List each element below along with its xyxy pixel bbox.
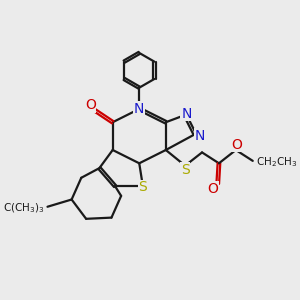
Text: C(CH$_3$)$_3$: C(CH$_3$)$_3$: [3, 201, 45, 215]
Text: O: O: [232, 138, 242, 152]
Text: S: S: [181, 163, 190, 177]
Text: N: N: [181, 107, 191, 121]
Text: CH$_2$CH$_3$: CH$_2$CH$_3$: [256, 155, 298, 169]
Text: N: N: [195, 128, 205, 142]
Text: N: N: [134, 102, 144, 116]
Text: S: S: [139, 180, 147, 194]
Text: O: O: [208, 182, 218, 196]
Text: O: O: [85, 98, 96, 112]
